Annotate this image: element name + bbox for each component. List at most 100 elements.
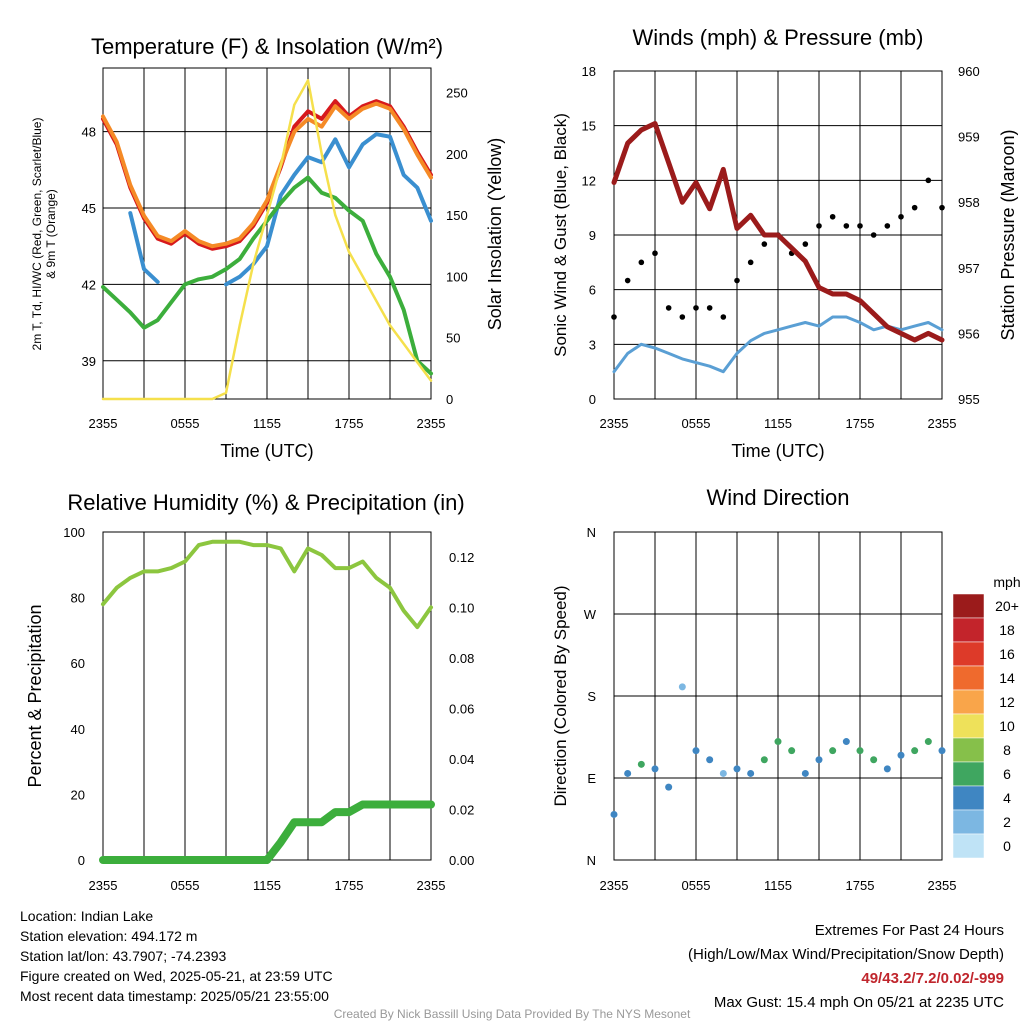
humidity-x-tick: 2355 xyxy=(417,878,446,893)
direction-point xyxy=(637,760,645,768)
humidity-y2-tick: 0.02 xyxy=(449,803,474,818)
recent-timestamp: Most recent data timestamp: 2025/05/21 2… xyxy=(20,988,329,1004)
station-info: Location: Indian Lake Station elevation:… xyxy=(20,906,333,1006)
winds-x-tick: 1755 xyxy=(846,416,875,431)
temperature-title: Temperature (F) & Insolation (W/m²) xyxy=(91,34,443,59)
station-location: Location: Indian Lake xyxy=(20,908,154,924)
direction-point xyxy=(924,738,932,746)
station-elevation: Station elevation: 494.172 m xyxy=(20,928,198,944)
direction-point xyxy=(815,756,823,764)
td-line xyxy=(101,175,433,376)
legend-swatch xyxy=(952,689,985,715)
station-latlon: Station lat/lon: 43.7907; -74.2393 xyxy=(20,948,227,964)
gust-point xyxy=(802,241,809,247)
direction-point xyxy=(719,769,727,777)
gust-point xyxy=(652,250,658,257)
winds-title: Winds (mph) & Pressure (mb) xyxy=(633,25,924,50)
temperature-series xyxy=(101,79,433,401)
temperature-xlabel: Time (UTC) xyxy=(220,441,313,461)
temperature-y2-tick: 50 xyxy=(446,331,460,346)
gust-point xyxy=(857,223,863,229)
direction-point xyxy=(624,769,632,777)
winds-x-tick: 0555 xyxy=(682,416,711,431)
direction-title: Wind Direction xyxy=(706,485,849,510)
temperature-y2-tick: 150 xyxy=(446,208,468,223)
legend-label: 16 xyxy=(999,646,1015,662)
legend-label: 6 xyxy=(1003,766,1011,782)
direction-ylabel: Direction (Colored By Speed) xyxy=(551,585,570,806)
gust-point xyxy=(624,277,631,284)
humidity-x-tick: 0555 xyxy=(171,878,200,893)
gust-point xyxy=(816,223,822,229)
direction-point xyxy=(856,747,864,755)
legend-label: 8 xyxy=(1003,742,1011,758)
legend-label: 18 xyxy=(999,622,1015,638)
direction-x-tick: 2355 xyxy=(928,878,957,893)
direction-y-tick: W xyxy=(584,607,597,622)
direction-point xyxy=(747,769,755,777)
humidity-series xyxy=(99,539,435,864)
legend-swatch xyxy=(952,641,985,667)
winds-y-tick: 9 xyxy=(589,228,596,243)
solar-line xyxy=(101,79,433,401)
direction-point xyxy=(733,765,741,773)
temperature-y-tick: 45 xyxy=(82,201,96,216)
legend-swatch xyxy=(952,737,985,763)
legend-label: 10 xyxy=(999,718,1015,734)
humidity-x-tick: 1155 xyxy=(253,878,281,893)
credit-line: Created By Nick Bassill Using Data Provi… xyxy=(333,1007,691,1021)
humidity-y2-tick: 0.10 xyxy=(449,601,474,616)
direction-y-tick: N xyxy=(587,525,596,540)
temperature-x-tick: 2355 xyxy=(89,416,118,431)
figure-created: Figure created on Wed, 2025-05-21, at 23… xyxy=(20,968,333,984)
plot-frame xyxy=(613,531,943,861)
hi-wc-line xyxy=(128,132,433,287)
winds-y-tick: 6 xyxy=(589,283,596,298)
winds-x-tick: 1155 xyxy=(764,416,792,431)
speed-legend: mph 20+ 18 16 14 12 10 8 6 4 2 0 xyxy=(952,574,1021,859)
temperature-ylabel-1: 2m T, Td, HI/WC (Red, Green, Scarlet/Blu… xyxy=(30,118,44,351)
legend-swatch xyxy=(952,593,985,619)
direction-point xyxy=(692,747,700,755)
plot-frame xyxy=(613,70,943,400)
legend-label: 2 xyxy=(1003,814,1011,830)
humidity-y2-tick: 0.04 xyxy=(449,752,474,767)
humidity-y2-tick: 0.12 xyxy=(449,550,474,565)
direction-y-tick: S xyxy=(587,689,596,704)
gust-point xyxy=(611,314,617,320)
temperature-y-tick: 48 xyxy=(82,125,96,140)
winds-y-tick: 0 xyxy=(589,392,596,407)
legend-swatch xyxy=(952,833,985,859)
9m-t-line xyxy=(101,101,433,249)
dashboard-charts: Temperature (F) & Insolation (W/m²) 2355 0… xyxy=(25,25,1021,893)
extremes-subtitle: (High/Low/Max Wind/Precipitation/Snow De… xyxy=(688,946,1004,963)
winds-ylabel-right: Station Pressure (Maroon) xyxy=(998,129,1018,340)
direction-y-tick: E xyxy=(587,771,596,786)
winds-y2-tick: 958 xyxy=(958,195,980,210)
direction-point xyxy=(842,738,850,746)
winds-y2-tick: 959 xyxy=(958,130,980,145)
humidity-y-tick: 100 xyxy=(63,525,85,540)
gust-point xyxy=(747,259,754,266)
plot-frame xyxy=(102,67,432,400)
winds-y-tick: 15 xyxy=(582,119,596,134)
winds-y-tick: 3 xyxy=(589,337,596,352)
legend-label: 0 xyxy=(1003,838,1011,854)
legend-swatch xyxy=(952,785,985,811)
temperature-y2-tick: 250 xyxy=(446,86,468,101)
relative-humidity-line xyxy=(101,539,433,630)
gust-point xyxy=(939,204,945,211)
gust-point xyxy=(884,223,891,229)
gust-point xyxy=(706,305,713,311)
direction-point xyxy=(829,747,837,755)
legend-title: mph xyxy=(993,574,1020,590)
gust-point xyxy=(898,213,904,220)
legend-swatch xyxy=(952,617,985,643)
humidity-y-tick: 80 xyxy=(71,591,85,606)
winds-y2-tick: 955 xyxy=(958,392,980,407)
temperature-ylabel-2: & 9m T (Orange) xyxy=(44,189,58,279)
direction-point xyxy=(706,756,714,764)
station-pressure-line xyxy=(611,121,945,343)
temperature-y2-tick: 0 xyxy=(446,392,453,407)
winds-xlabel: Time (UTC) xyxy=(731,441,824,461)
